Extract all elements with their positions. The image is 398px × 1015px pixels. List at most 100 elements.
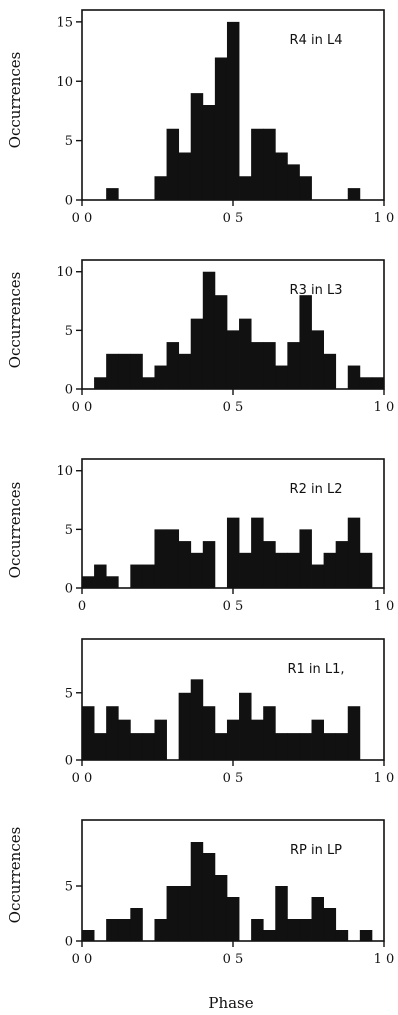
histogram-bar xyxy=(275,552,288,588)
histogram-bar xyxy=(263,706,276,760)
histogram-bar xyxy=(226,517,240,588)
histogram-bar xyxy=(82,706,95,760)
histogram-bar xyxy=(106,919,119,941)
histogram-bar xyxy=(335,930,349,941)
y-tick-label: 0 xyxy=(65,194,73,209)
x-tick-label: 0 xyxy=(78,599,86,614)
histogram-bar xyxy=(214,733,228,760)
y-tick-label: 10 xyxy=(56,464,73,479)
histogram-bar xyxy=(311,897,324,941)
histogram-bar xyxy=(190,552,204,588)
histogram-bar xyxy=(166,529,180,588)
x-tick-label: 0 0 xyxy=(72,952,93,967)
histogram-bar xyxy=(178,152,192,200)
y-axis-label: Occurrences xyxy=(6,482,24,579)
histogram-bar xyxy=(287,552,300,588)
histogram-bar xyxy=(94,377,107,389)
histogram-bar xyxy=(287,919,300,941)
histogram-bar xyxy=(118,353,131,389)
histogram-bar xyxy=(154,176,167,200)
histogram-bar xyxy=(154,365,167,389)
histogram-bar xyxy=(251,128,264,200)
histogram-bar xyxy=(323,733,337,760)
histogram-bar xyxy=(118,719,131,760)
histogram-bar xyxy=(130,564,143,588)
histogram-bar xyxy=(359,377,373,389)
histogram-bar xyxy=(251,919,264,941)
y-tick-label: 5 xyxy=(65,324,73,339)
histogram-bar xyxy=(154,719,167,760)
histogram-bar xyxy=(130,353,143,389)
histogram-bar xyxy=(263,128,276,200)
histogram-bar xyxy=(154,529,167,588)
histogram-bar xyxy=(166,886,180,941)
histogram-bar xyxy=(275,886,288,941)
histogram-bar xyxy=(202,853,216,941)
x-tick-label: 0 0 xyxy=(72,400,93,415)
histogram-bar xyxy=(251,517,264,588)
histogram-bar xyxy=(82,930,95,941)
histogram-bar xyxy=(263,342,276,389)
histogram-bar xyxy=(239,552,252,588)
histogram-bar xyxy=(311,719,324,760)
histogram-bar xyxy=(82,576,95,588)
y-tick-label: 0 xyxy=(65,383,73,398)
y-tick-label: 5 xyxy=(65,134,73,149)
histogram-bar xyxy=(251,719,264,760)
x-tick-label: 0 0 xyxy=(72,211,93,226)
histogram-bar xyxy=(190,842,204,941)
histogram-bar xyxy=(154,919,167,941)
histogram-bar xyxy=(190,679,204,760)
x-tick-label: 1 0 xyxy=(374,211,395,226)
histogram-bar xyxy=(166,342,180,389)
histogram-bar xyxy=(335,541,349,588)
x-tick-label: 1 0 xyxy=(374,771,395,786)
x-tick-label: 0 5 xyxy=(223,952,244,967)
panel-title: RP in LP xyxy=(290,843,342,858)
y-axis-label: Occurrences xyxy=(6,827,24,924)
histogram-bar xyxy=(299,176,312,200)
histogram-bar xyxy=(226,719,240,760)
histogram-bar xyxy=(142,564,155,588)
y-tick-label: 15 xyxy=(56,15,73,30)
y-tick-label: 0 xyxy=(65,935,73,950)
histogram-bar xyxy=(239,176,252,200)
histogram-bar xyxy=(178,886,192,941)
panel-title: R2 in L2 xyxy=(290,482,343,497)
histogram-bar xyxy=(323,552,337,588)
histogram-bar xyxy=(226,21,240,200)
histogram-bar xyxy=(299,529,312,588)
y-tick-label: 5 xyxy=(65,686,73,701)
histogram-bar xyxy=(106,353,119,389)
x-tick-label: 0 5 xyxy=(223,400,244,415)
histogram-bar xyxy=(118,919,131,941)
histogram-bar xyxy=(178,541,192,588)
histogram-bar xyxy=(142,733,155,760)
x-tick-label: 0 5 xyxy=(223,599,244,614)
histogram-bar xyxy=(359,552,373,588)
histogram-bar xyxy=(323,908,337,941)
x-tick-label: 0 5 xyxy=(223,211,244,226)
histogram-bar xyxy=(106,706,119,760)
histogram-bar xyxy=(239,318,252,389)
histogram-bar xyxy=(287,733,300,760)
histogram-bar xyxy=(214,295,228,389)
histogram-bar xyxy=(166,128,180,200)
histogram-bar xyxy=(94,733,107,760)
histogram-bar xyxy=(142,377,155,389)
histogram-bar xyxy=(178,692,192,760)
histogram-bar xyxy=(202,541,216,588)
histogram-bar xyxy=(335,733,349,760)
histogram-bar xyxy=(299,733,312,760)
panel-title: R4 in L4 xyxy=(290,33,343,48)
histogram-bar xyxy=(275,733,288,760)
histogram-bar xyxy=(347,365,361,389)
histogram-bar xyxy=(347,706,361,760)
panel-title: R1 in L1, xyxy=(287,662,344,677)
panel-title: R3 in L3 xyxy=(290,283,343,298)
histogram-bar xyxy=(106,576,119,588)
histogram-bar xyxy=(287,164,300,200)
histogram-bar xyxy=(347,517,361,588)
y-axis-label: Occurrences xyxy=(6,52,24,149)
